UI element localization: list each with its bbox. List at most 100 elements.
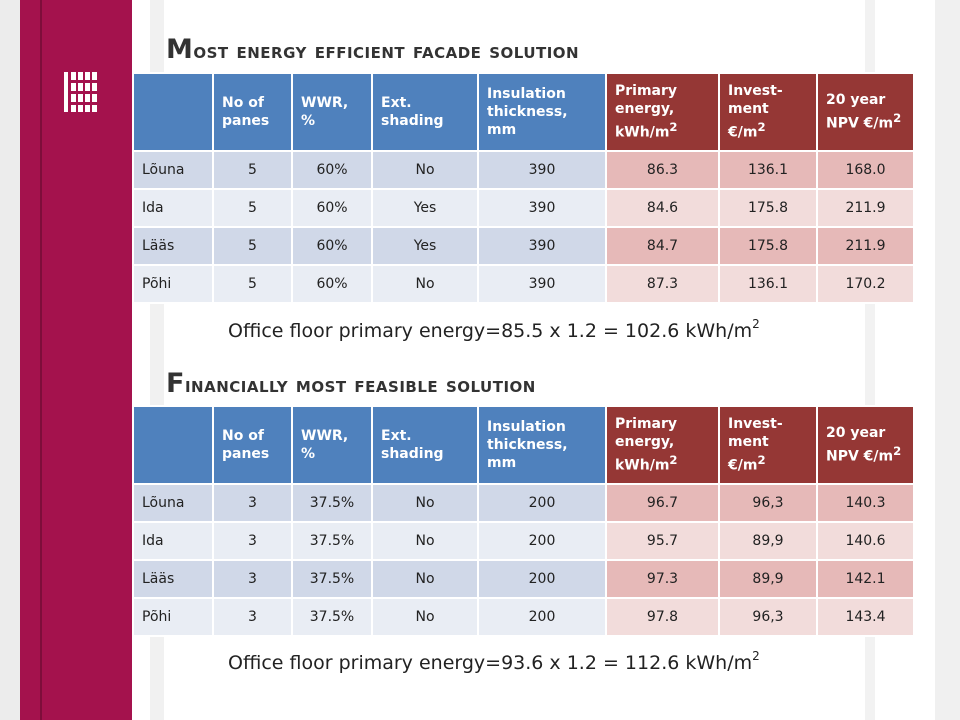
header-shading: Ext. shading — [371, 72, 479, 152]
table-header-row: No of panes WWR, % Ext. shading Insulati… — [132, 405, 915, 485]
cell-region: Lääs — [132, 559, 214, 599]
cell-insulation: 200 — [477, 559, 607, 599]
cell-wwr: 37.5% — [291, 521, 373, 561]
cell-npv: 143.4 — [816, 597, 915, 637]
header-investment-text: Invest-ment €/m — [728, 83, 783, 141]
cell-insulation: 200 — [477, 483, 607, 523]
header-primary-text: Primary energy, kWh/m — [615, 83, 678, 141]
header-investment-text: Invest-ment €/m — [728, 416, 783, 474]
cell-wwr: 60% — [291, 150, 373, 190]
summary-primary-energy: Office floor primary energy=93.6 x 1.2 =… — [228, 649, 760, 674]
cell-region: Põhi — [132, 264, 214, 304]
cell-shading: No — [371, 150, 479, 190]
cell-npv: 211.9 — [816, 188, 915, 228]
cell-region: Ida — [132, 188, 214, 228]
cell-primary-energy: 86.3 — [605, 150, 720, 190]
unit-superscript: 2 — [757, 120, 766, 135]
cell-primary-energy: 97.3 — [605, 559, 720, 599]
cell-panes: 3 — [212, 483, 293, 523]
summary-text: Office floor primary energy=85.5 x 1.2 =… — [228, 320, 753, 342]
cell-region: Ida — [132, 521, 214, 561]
table-row: Põhi 3 37.5% No 200 97.8 96,3 143.4 — [132, 597, 915, 637]
cell-region: Lõuna — [132, 483, 214, 523]
sidebar-divider — [40, 0, 42, 720]
cell-npv: 170.2 — [816, 264, 915, 304]
cell-npv: 140.3 — [816, 483, 915, 523]
cell-insulation: 390 — [477, 188, 607, 228]
cell-insulation: 390 — [477, 264, 607, 304]
cell-shading: No — [371, 264, 479, 304]
unit-superscript: 2 — [752, 317, 760, 331]
title-initial: F — [166, 368, 185, 399]
table-row: Lõuna 3 37.5% No 200 96.7 96,3 140.3 — [132, 483, 915, 523]
cell-primary-energy: 95.7 — [605, 521, 720, 561]
cell-insulation: 390 — [477, 150, 607, 190]
header-panes: No of panes — [212, 72, 293, 152]
unit-superscript: 2 — [669, 120, 678, 135]
section-title-financially-feasible: Financially most feasible solution — [166, 368, 536, 399]
background-stripe — [865, 0, 875, 720]
financially-feasible-table: No of panes WWR, % Ext. shading Insulati… — [132, 405, 915, 637]
header-npv-text: 20 year NPV €/m — [826, 92, 894, 132]
cell-shading: No — [371, 597, 479, 637]
section-title-energy-efficient: Most energy efficient facade solution — [166, 34, 579, 65]
cell-shading: No — [371, 483, 479, 523]
cell-wwr: 60% — [291, 226, 373, 266]
header-investment: Invest-ment €/m2 — [718, 72, 818, 152]
cell-shading: Yes — [371, 226, 479, 266]
cell-panes: 5 — [212, 188, 293, 228]
header-wwr: WWR, % — [291, 405, 373, 485]
cell-primary-energy: 87.3 — [605, 264, 720, 304]
sidebar-band — [20, 0, 132, 720]
cell-npv: 168.0 — [816, 150, 915, 190]
header-shading: Ext. shading — [371, 405, 479, 485]
header-npv-text: 20 year NPV €/m — [826, 425, 894, 465]
table-row: Ida 5 60% Yes 390 84.6 175.8 211.9 — [132, 188, 915, 228]
cell-investment: 136.1 — [718, 150, 818, 190]
header-region — [132, 405, 214, 485]
cell-shading: No — [371, 559, 479, 599]
header-wwr: WWR, % — [291, 72, 373, 152]
cell-panes: 5 — [212, 264, 293, 304]
header-insulation: Insulation thickness, mm — [477, 405, 607, 485]
header-primary-text: Primary energy, kWh/m — [615, 416, 678, 474]
cell-insulation: 390 — [477, 226, 607, 266]
summary-primary-energy: Office floor primary energy=85.5 x 1.2 =… — [228, 317, 760, 342]
background-stripe — [935, 0, 960, 720]
cell-wwr: 37.5% — [291, 597, 373, 637]
cell-region: Põhi — [132, 597, 214, 637]
cell-insulation: 200 — [477, 521, 607, 561]
table-row: Lääs 5 60% Yes 390 84.7 175.8 211.9 — [132, 226, 915, 266]
cell-npv: 211.9 — [816, 226, 915, 266]
cell-panes: 3 — [212, 521, 293, 561]
table-row: Lõuna 5 60% No 390 86.3 136.1 168.0 — [132, 150, 915, 190]
unit-superscript: 2 — [757, 453, 766, 468]
cell-panes: 5 — [212, 150, 293, 190]
cell-region: Lõuna — [132, 150, 214, 190]
cell-shading: No — [371, 521, 479, 561]
table-row: Põhi 5 60% No 390 87.3 136.1 170.2 — [132, 264, 915, 304]
background-stripe — [0, 0, 20, 720]
cell-primary-energy: 96.7 — [605, 483, 720, 523]
unit-superscript: 2 — [752, 649, 760, 663]
cell-wwr: 60% — [291, 264, 373, 304]
cell-panes: 3 — [212, 597, 293, 637]
header-primary-energy: Primary energy, kWh/m2 — [605, 405, 720, 485]
cell-panes: 5 — [212, 226, 293, 266]
cell-wwr: 60% — [291, 188, 373, 228]
cell-investment: 175.8 — [718, 188, 818, 228]
table-row: Lääs 3 37.5% No 200 97.3 89,9 142.1 — [132, 559, 915, 599]
grid-logo-icon — [64, 72, 97, 112]
cell-investment: 96,3 — [718, 483, 818, 523]
cell-investment: 89,9 — [718, 559, 818, 599]
unit-superscript: 2 — [893, 111, 902, 126]
cell-shading: Yes — [371, 188, 479, 228]
cell-investment: 96,3 — [718, 597, 818, 637]
cell-investment: 136.1 — [718, 264, 818, 304]
summary-text: Office floor primary energy=93.6 x 1.2 =… — [228, 652, 753, 674]
cell-region: Lääs — [132, 226, 214, 266]
title-text: inancially most feasible solution — [184, 373, 536, 397]
table-header-row: No of panes WWR, % Ext. shading Insulati… — [132, 72, 915, 152]
table-row: Ida 3 37.5% No 200 95.7 89,9 140.6 — [132, 521, 915, 561]
cell-npv: 142.1 — [816, 559, 915, 599]
